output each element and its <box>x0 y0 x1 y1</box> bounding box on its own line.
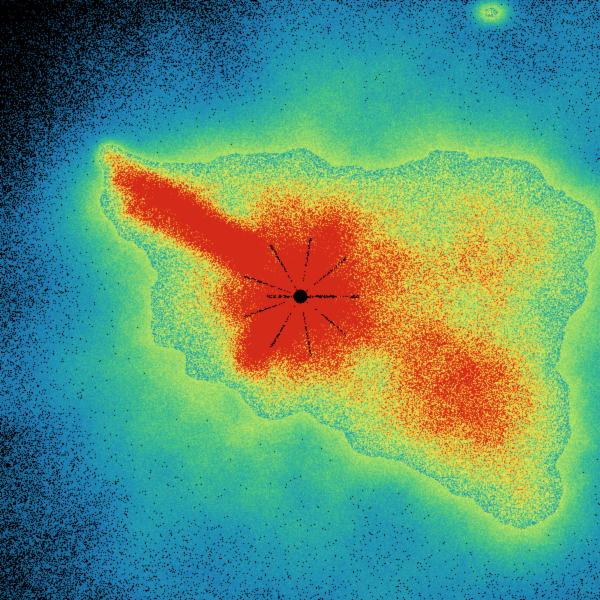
intensity-map-canvas <box>0 0 600 600</box>
image-canvas: Diffuse X-ray style intensity map of an … <box>0 0 600 600</box>
